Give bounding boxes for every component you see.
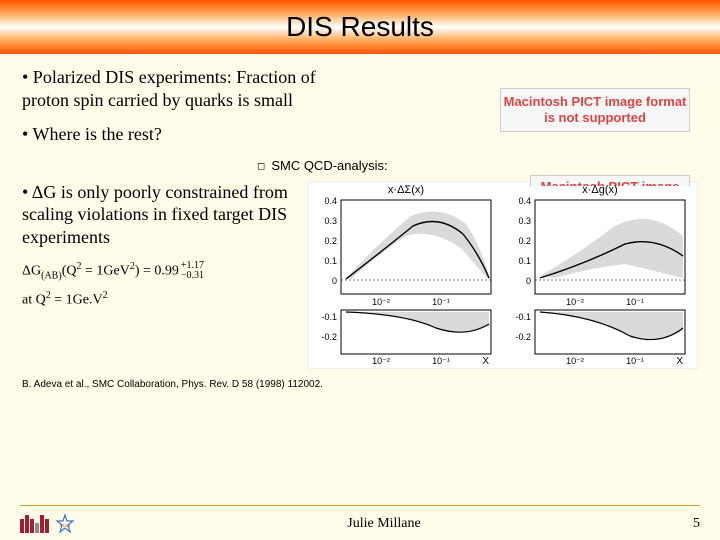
row-charts: • ΔG is only poorly constrained from sca… (22, 181, 698, 369)
chart-delta-g: x·Δg(x) 0.4 0.3 0.2 0.1 0 10⁻² (505, 186, 695, 364)
footer: STAR Julie Millane 5 (20, 514, 700, 534)
footer-logos: STAR (20, 514, 75, 534)
chart-left-title: x·ΔΣ(x) (311, 184, 501, 196)
bullet-1: • Polarized DIS experiments: Fraction of… (22, 66, 362, 111)
content-area: • Polarized DIS experiments: Fraction of… (0, 54, 720, 390)
svg-text:-0.1: -0.1 (321, 312, 337, 322)
formula-val: ) = 0.99 (135, 264, 179, 279)
formula-block: ΔG(AB)(Q2 = 1GeV2) = 0.99+1.17−0.31 at Q… (22, 260, 298, 311)
svg-text:0.4: 0.4 (324, 196, 337, 206)
slide-title: DIS Results (286, 11, 434, 43)
star-logo-icon: STAR (55, 514, 75, 534)
svg-text:X: X (676, 356, 683, 364)
svg-text:-0.2: -0.2 (321, 332, 337, 342)
svg-text:0: 0 (332, 276, 337, 286)
svg-text:-0.2: -0.2 (515, 332, 531, 342)
svg-text:10⁻²: 10⁻² (566, 297, 584, 307)
formula-q: (Q (62, 264, 77, 279)
mit-logo-icon (20, 515, 49, 533)
formula2-eq: = 1Ge.V (51, 293, 103, 308)
charts-panel: x·ΔΣ(x) 0.4 0.3 0.2 0.1 0 (308, 181, 698, 369)
formula-at: at Q (22, 293, 46, 308)
svg-text:10⁻²: 10⁻² (566, 356, 584, 364)
bullet-3: • ΔG is only poorly constrained from sca… (22, 181, 298, 249)
formula-sub-ab: (AB) (41, 270, 62, 281)
sub-bullet-smc: SMC QCD-analysis: (257, 158, 698, 173)
svg-text:0.3: 0.3 (518, 216, 531, 226)
chart-delta-sigma: x·ΔΣ(x) 0.4 0.3 0.2 0.1 0 (311, 186, 501, 364)
svg-text:0.4: 0.4 (518, 196, 531, 206)
pict-placeholder-1: Macintosh PICT image format is not suppo… (500, 88, 690, 132)
svg-text:0.3: 0.3 (324, 216, 337, 226)
svg-text:0.2: 0.2 (324, 236, 337, 246)
footer-author: Julie Millane (347, 516, 421, 532)
svg-text:10⁻¹: 10⁻¹ (626, 356, 644, 364)
svg-text:0.1: 0.1 (324, 256, 337, 266)
footer-divider (20, 505, 700, 506)
left-column: • ΔG is only poorly constrained from sca… (22, 181, 298, 311)
svg-text:10⁻²: 10⁻² (372, 356, 390, 364)
formula-err-bot: −0.31 (181, 271, 204, 281)
svg-text:10⁻¹: 10⁻¹ (432, 297, 450, 307)
svg-text:0: 0 (526, 276, 531, 286)
svg-text:10⁻²: 10⁻² (372, 297, 390, 307)
footer-page: 5 (693, 516, 700, 532)
formula-dg: ΔG (22, 264, 41, 279)
svg-text:10⁻¹: 10⁻¹ (626, 297, 644, 307)
svg-text:X: X (482, 356, 489, 364)
svg-text:-0.1: -0.1 (515, 312, 531, 322)
bullet-2: • Where is the rest? (22, 123, 522, 146)
svg-text:0.2: 0.2 (518, 236, 531, 246)
title-bar: DIS Results (0, 0, 720, 54)
formula2-sup2: 2 (103, 290, 108, 301)
svg-text:10⁻¹: 10⁻¹ (432, 356, 450, 364)
chart-right-title: x·Δg(x) (505, 184, 695, 196)
svg-text:0.1: 0.1 (518, 256, 531, 266)
svg-text:STAR: STAR (60, 523, 70, 528)
citation: B. Adeva et al., SMC Collaboration, Phys… (22, 379, 698, 390)
formula-eq1: = 1GeV (81, 264, 129, 279)
